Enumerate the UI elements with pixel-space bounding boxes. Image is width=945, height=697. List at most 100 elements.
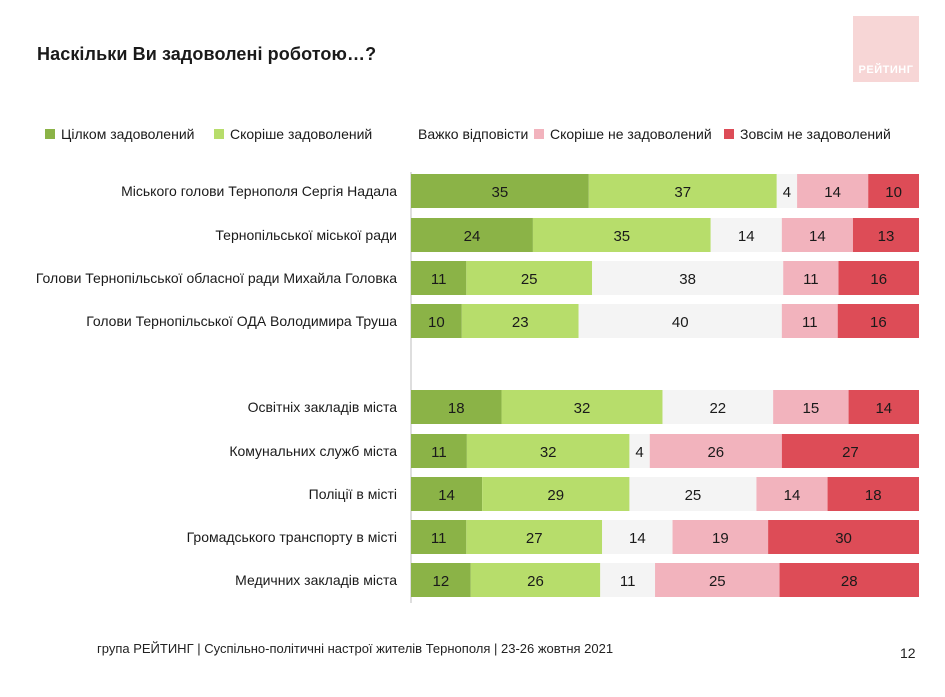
data-label: 18 bbox=[865, 487, 882, 504]
data-label: 10 bbox=[885, 184, 902, 201]
bar-segment bbox=[411, 563, 471, 597]
legend-label: Скоріше задоволений bbox=[230, 126, 373, 142]
bar-segment bbox=[868, 174, 919, 208]
legend-label: Важко відповісти bbox=[418, 126, 529, 142]
bar-segment bbox=[837, 304, 919, 338]
data-label: 29 bbox=[547, 487, 564, 504]
data-label: 40 bbox=[672, 314, 689, 331]
bar-segment bbox=[768, 520, 919, 554]
bar-segment bbox=[578, 304, 782, 338]
category-label: Тернопільської міської ради bbox=[215, 227, 397, 243]
bar-segment bbox=[592, 261, 784, 295]
bar-segment bbox=[773, 390, 849, 424]
legend-swatch bbox=[534, 129, 544, 139]
data-label: 12 bbox=[433, 573, 450, 590]
bar-segment bbox=[781, 304, 838, 338]
data-label: 14 bbox=[809, 228, 826, 245]
data-label: 27 bbox=[842, 444, 859, 461]
bar-segment bbox=[852, 218, 919, 252]
bar-segment bbox=[756, 477, 828, 511]
data-label: 24 bbox=[464, 228, 481, 245]
bar-segment bbox=[466, 520, 603, 554]
bar-segment bbox=[662, 390, 774, 424]
category-label: Освітніх закладів міста bbox=[248, 399, 398, 415]
legend-item: Важко відповісти bbox=[402, 126, 528, 142]
bar-segment bbox=[649, 434, 782, 468]
bar-segment bbox=[629, 434, 650, 468]
data-label: 32 bbox=[540, 444, 557, 461]
page-number: 12 bbox=[900, 645, 916, 661]
bar-segment bbox=[783, 261, 839, 295]
bar-segment bbox=[411, 390, 502, 424]
data-label: 18 bbox=[448, 400, 465, 417]
category-label: Комунальних служб міста bbox=[229, 443, 397, 459]
legend-item: Зовсім не задоволений bbox=[724, 126, 891, 142]
bar-segment bbox=[466, 261, 593, 295]
category-label: Громадського транспорту в місті bbox=[187, 529, 397, 545]
legend-item: Цілком задоволений bbox=[45, 126, 194, 142]
legend-label: Зовсім не задоволений bbox=[740, 126, 891, 142]
bar-segment bbox=[781, 218, 853, 252]
bar-segment bbox=[532, 218, 711, 252]
bar-segment bbox=[781, 434, 919, 468]
data-label: 38 bbox=[679, 271, 696, 288]
category-label: Поліції в місті bbox=[309, 486, 397, 502]
category-label: Медичних закладів міста bbox=[235, 572, 397, 588]
data-label: 25 bbox=[521, 271, 538, 288]
data-label: 26 bbox=[527, 573, 544, 590]
bar-segment bbox=[411, 304, 462, 338]
bar-segment bbox=[797, 174, 869, 208]
legend-swatch bbox=[214, 129, 224, 139]
bar-segment bbox=[827, 477, 919, 511]
bar-segment bbox=[776, 174, 798, 208]
data-label: 11 bbox=[431, 530, 447, 547]
data-label: 28 bbox=[841, 573, 858, 590]
data-label: 14 bbox=[824, 184, 841, 201]
data-label: 26 bbox=[707, 444, 724, 461]
bar-segment bbox=[411, 218, 533, 252]
bar-segment bbox=[482, 477, 630, 511]
legend-item: Скоріше не задоволений bbox=[534, 126, 712, 142]
data-label: 13 bbox=[878, 228, 895, 245]
chart-title: Наскільки Ви задоволені роботою…? bbox=[37, 44, 377, 64]
legend-swatch bbox=[724, 129, 734, 139]
category-label: Міського голови Тернополя Сергія Надала bbox=[121, 183, 397, 199]
data-label: 14 bbox=[438, 487, 455, 504]
bar-segment bbox=[501, 390, 663, 424]
data-label: 32 bbox=[574, 400, 591, 417]
legend-item: Скоріше задоволений bbox=[214, 126, 372, 142]
bar-segment bbox=[710, 218, 782, 252]
bar-segment bbox=[588, 174, 777, 208]
legend-label: Цілком задоволений bbox=[61, 126, 195, 142]
data-label: 25 bbox=[685, 487, 702, 504]
bar-segment bbox=[848, 390, 919, 424]
data-label: 11 bbox=[803, 271, 819, 288]
data-label: 23 bbox=[512, 314, 529, 331]
bar-segment bbox=[672, 520, 769, 554]
data-label: 37 bbox=[674, 184, 691, 201]
data-label: 11 bbox=[431, 444, 447, 461]
bar-segment bbox=[461, 304, 579, 338]
data-label: 35 bbox=[492, 184, 509, 201]
bar-segment bbox=[411, 174, 589, 208]
data-label: 16 bbox=[870, 314, 887, 331]
data-label: 22 bbox=[709, 400, 726, 417]
legend-swatch bbox=[45, 129, 55, 139]
data-label: 16 bbox=[870, 271, 887, 288]
data-label: 27 bbox=[526, 530, 543, 547]
data-label: 14 bbox=[875, 400, 892, 417]
data-label: 4 bbox=[783, 184, 791, 201]
data-label: 14 bbox=[784, 487, 801, 504]
data-label: 25 bbox=[709, 573, 726, 590]
footer-source: група РЕЙТИНГ | Суспільно-політичні наст… bbox=[97, 641, 614, 656]
data-label: 11 bbox=[802, 314, 818, 331]
category-label: Голови Тернопільської ОДА Володимира Тру… bbox=[86, 313, 397, 329]
bar-segment bbox=[466, 434, 630, 468]
bar-segment bbox=[470, 563, 601, 597]
data-label: 4 bbox=[635, 444, 643, 461]
data-label: 14 bbox=[738, 228, 755, 245]
bar-segment bbox=[411, 477, 483, 511]
data-label: 30 bbox=[835, 530, 852, 547]
bar-segment bbox=[411, 434, 467, 468]
bar-segment bbox=[629, 477, 757, 511]
